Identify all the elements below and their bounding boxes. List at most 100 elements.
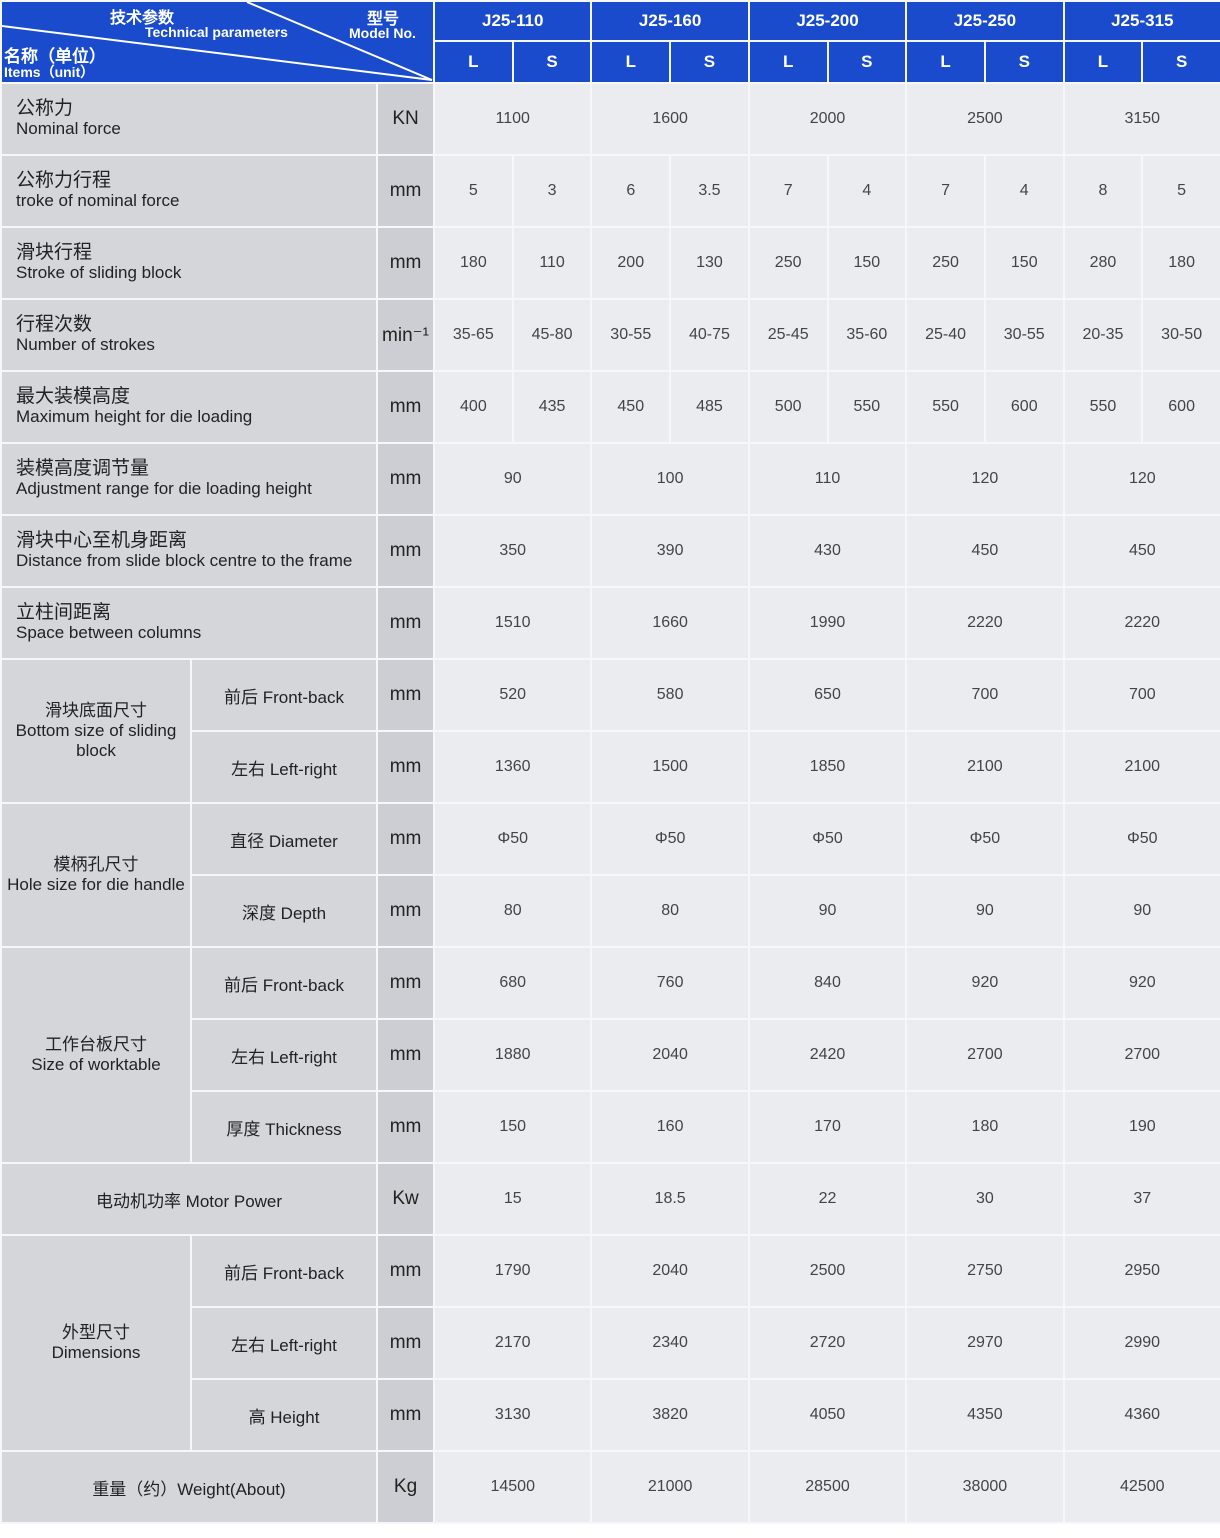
- sub-column-s: S: [1141, 40, 1220, 84]
- table-row: 厚度 Thickness mm 150 160 170 180 190: [1, 1090, 1220, 1164]
- model-header-j25-110: J25-110: [433, 0, 593, 42]
- table-row: 工作台板尺寸 Size of worktable 前后 Front-back mm 6…: [0, 946, 1220, 1164]
- value-cell: 190: [1062, 1090, 1220, 1164]
- value-cell: 170: [747, 1090, 908, 1164]
- sub-column-l: L: [1062, 40, 1144, 84]
- sub-label: 前后 Front-back: [190, 946, 378, 1020]
- sub-column-s: S: [669, 40, 750, 84]
- sub-column-l: L: [747, 40, 829, 84]
- table-row: 左右 Left-right mm 1360 1500 1850 2100 2100: [1, 730, 1220, 804]
- value-cell: 22: [747, 1162, 908, 1236]
- value-cell: 42500: [1062, 1450, 1220, 1524]
- value-cell: 760: [590, 946, 750, 1020]
- value-cell: Φ50: [590, 802, 750, 876]
- sub-label: 高 Height: [190, 1378, 378, 1452]
- row-label: 重量（约）Weight(About): [0, 1450, 378, 1524]
- value-cell: 200: [590, 226, 672, 300]
- sub-label: 直径 Diameter: [190, 802, 378, 876]
- value-cell: 160: [590, 1090, 750, 1164]
- value-cell: 15: [433, 1162, 593, 1236]
- value-cell: 25-40: [905, 298, 986, 372]
- value-cell: 2500: [905, 82, 1065, 156]
- value-cell: 550: [905, 370, 986, 444]
- value-cell: 5: [1141, 154, 1220, 228]
- value-cell: 600: [983, 370, 1065, 444]
- sub-label: 厚度 Thickness: [190, 1090, 378, 1164]
- tech-cn: 技术参数: [110, 10, 175, 27]
- value-cell: 180: [1141, 226, 1220, 300]
- items-en: Items（unit）: [4, 64, 95, 80]
- value-cell: 45-80: [511, 298, 593, 372]
- value-cell: 3150: [1062, 82, 1220, 156]
- unit-cell: mm: [375, 1306, 436, 1380]
- label-cn: 公称力: [16, 98, 74, 119]
- value-cell: 600: [1141, 370, 1220, 444]
- label-en: troke of nominal force: [16, 191, 180, 210]
- group-label: 工作台板尺寸 Size of worktable: [0, 946, 192, 1164]
- row-label: 滑块行程 Stroke of sliding block: [0, 226, 378, 300]
- value-cell: 430: [747, 514, 908, 588]
- value-cell: 180: [433, 226, 514, 300]
- value-cell: 2970: [905, 1306, 1065, 1380]
- value-cell: 2990: [1062, 1306, 1220, 1380]
- value-cell: 2040: [590, 1018, 750, 1092]
- row-label: 立柱间距离 Space between columns: [0, 586, 378, 660]
- row-label: 滑块中心至机身距离 Distance from slide block centr…: [0, 514, 378, 588]
- unit-cell: mm: [375, 1090, 436, 1164]
- value-cell: 4360: [1062, 1378, 1220, 1452]
- table-row: 滑块中心至机身距离 Distance from slide block centr…: [0, 514, 1220, 588]
- value-cell: 650: [747, 658, 908, 732]
- value-cell: 2220: [1062, 586, 1220, 660]
- value-cell: 150: [826, 226, 908, 300]
- value-cell: 435: [511, 370, 593, 444]
- value-cell: 3: [511, 154, 593, 228]
- value-cell: 120: [1062, 442, 1220, 516]
- value-cell: 450: [590, 370, 672, 444]
- sub-label: 左右 Left-right: [190, 730, 378, 804]
- value-cell: 2420: [747, 1018, 908, 1092]
- value-cell: 35-65: [433, 298, 514, 372]
- model-cn: 型号: [367, 11, 400, 28]
- unit-cell: Kg: [375, 1450, 436, 1524]
- label-cn: 滑块行程: [16, 242, 93, 263]
- table-row: 滑块行程 Stroke of sliding block mm 180 110 200 13…: [0, 226, 1220, 300]
- value-cell: Φ50: [1062, 802, 1220, 876]
- value-cell: 250: [905, 226, 986, 300]
- value-cell: 120: [905, 442, 1065, 516]
- group-label-text: 滑块底面尺寸 Bottom size of sliding block: [15, 701, 177, 760]
- value-cell: 2170: [433, 1306, 593, 1380]
- value-cell: 1510: [433, 586, 593, 660]
- unit-cell: mm: [375, 586, 436, 660]
- value-cell: Φ50: [747, 802, 908, 876]
- value-cell: 14500: [433, 1450, 593, 1524]
- value-cell: 150: [983, 226, 1065, 300]
- label-cn: 公称力行程: [16, 170, 112, 191]
- label-cn: 滑块中心至机身距离: [16, 530, 188, 551]
- label-en: Nominal force: [16, 119, 121, 138]
- value-cell: 280: [1062, 226, 1144, 300]
- value-cell: 2340: [590, 1306, 750, 1380]
- label-en: Adjustment range for die loading height: [16, 479, 312, 498]
- value-cell: 680: [433, 946, 593, 1020]
- value-cell: 1660: [590, 586, 750, 660]
- label-cn: 最大装模高度: [16, 386, 131, 407]
- value-cell: 840: [747, 946, 908, 1020]
- value-cell: 4: [983, 154, 1065, 228]
- label-en: Number of strokes: [16, 335, 155, 354]
- value-cell: 2100: [1062, 730, 1220, 804]
- value-cell: Φ50: [433, 802, 593, 876]
- table-row: 重量（约）Weight(About) Kg 14500 21000 28500 38000…: [0, 1450, 1220, 1524]
- table-row: 模柄孔尺寸 Hole size for die handle 直径 Diamete…: [0, 802, 1220, 948]
- value-cell: 4350: [905, 1378, 1065, 1452]
- value-cell: 30-50: [1141, 298, 1220, 372]
- value-cell: 3.5: [669, 154, 750, 228]
- value-cell: 2000: [747, 82, 908, 156]
- sub-column-l: L: [433, 40, 514, 84]
- table-row: 外型尺寸 Dimensions 前后 Front-back mm 1790 2040 25…: [0, 1234, 1220, 1452]
- value-cell: 920: [905, 946, 1065, 1020]
- table-row: 公称力行程 troke of nominal force mm 5 3 6 3.5 7 4 7 4 8…: [0, 154, 1220, 228]
- value-cell: 150: [433, 1090, 593, 1164]
- model-header-j25-250: J25-250: [905, 0, 1065, 42]
- row-label: 装模高度调节量 Adjustment range for die loading …: [0, 442, 378, 516]
- unit-cell: mm: [375, 370, 436, 444]
